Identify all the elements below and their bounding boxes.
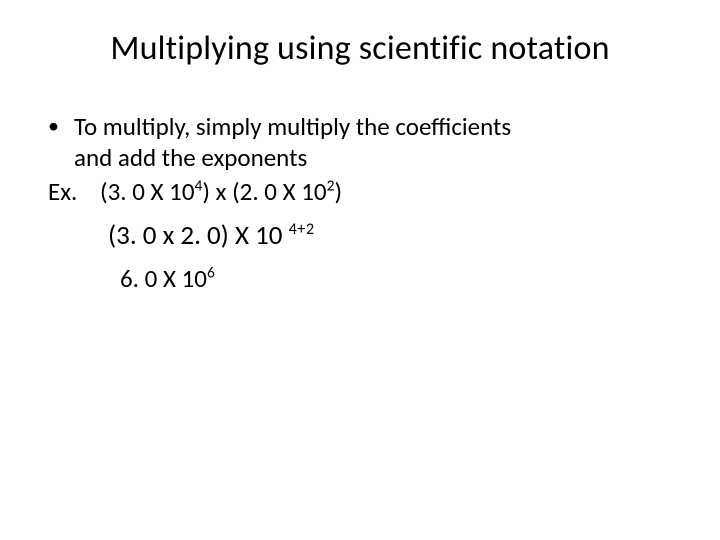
- step-1: (3. 0 x 2. 0) X 10 4+2: [108, 219, 672, 253]
- bullet-text: To multiply, simply multiply the coeffic…: [74, 111, 672, 174]
- step1-base: 10: [255, 219, 288, 252]
- step2-exp: 6: [207, 263, 215, 282]
- step-2: 6. 0 X 106: [120, 263, 672, 294]
- bullet-line-1: To multiply, simply multiply the coeffic…: [74, 111, 511, 142]
- bullet-line-2: and add the exponents: [74, 142, 307, 173]
- example-label: Ex.: [48, 176, 100, 207]
- slide-content: • To multiply, simply multiply the coeff…: [48, 111, 672, 294]
- example-row: Ex. (3. 0 X 104) x (2. 0 X 102): [48, 176, 672, 207]
- step1-exp: 4+2: [289, 220, 315, 239]
- step2-prefix: 6. 0 X 10: [120, 263, 207, 294]
- expr-mid: ) x (2. 0 X 10: [202, 176, 326, 207]
- slide-title: Multiplying using scientific notation: [48, 28, 672, 69]
- bullet-item: • To multiply, simply multiply the coeff…: [48, 111, 672, 174]
- step1-prefix: (3. 0 x 2. 0) X: [108, 219, 255, 252]
- expr-prefix: (3. 0 X 10: [100, 176, 195, 207]
- expr-suffix: ): [334, 176, 342, 207]
- bullet-glyph: •: [48, 111, 74, 141]
- example-expression: (3. 0 X 104) x (2. 0 X 102): [100, 176, 342, 207]
